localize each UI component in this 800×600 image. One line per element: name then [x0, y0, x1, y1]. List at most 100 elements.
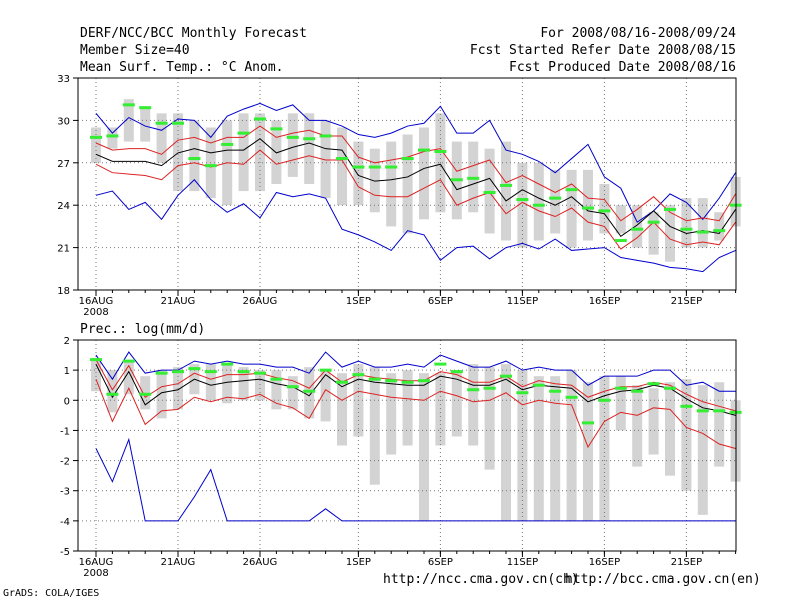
temp-spread-upper-line [95, 125, 737, 222]
prec-xtick-label-2: 26AUG [243, 557, 278, 568]
prec-box-12 [287, 376, 298, 410]
temp-member-mark-22 [450, 178, 463, 182]
prec-member-mark-10 [254, 371, 266, 375]
prec-box-3 [140, 376, 151, 410]
temp-box-16 [353, 141, 364, 206]
temp-member-mark-27 [532, 203, 545, 207]
temp-box-19 [402, 134, 413, 234]
prec-ytick-label-3: -2 [60, 457, 70, 468]
temp-ytick-label-3: 27 [57, 159, 70, 170]
prec-box-21 [435, 373, 446, 446]
temp-box-3 [140, 106, 151, 142]
temp-member-mark-29 [565, 188, 578, 192]
temp-box-38 [714, 212, 725, 241]
temp-mean-line [95, 138, 737, 237]
temp-year-label: 2008 [83, 307, 108, 318]
prec-member-mark-35 [664, 386, 676, 390]
prec-box-36 [681, 379, 692, 491]
prec-max-line [95, 351, 736, 392]
prec-box-26 [517, 370, 528, 521]
temp-member-mark-19 [401, 157, 414, 161]
temp-box-4 [156, 113, 167, 163]
prec-box-35 [665, 382, 675, 476]
temp-xtick-label-1: 21AUG [161, 296, 196, 307]
prec-box-28 [550, 376, 561, 521]
prec-member-mark-8 [221, 362, 234, 366]
bcc-link[interactable]: http://bcc.cma.gov.cn(en) [565, 572, 761, 587]
temp-box-12 [287, 113, 298, 177]
temp-box-33 [632, 205, 643, 248]
temp-box-32 [615, 205, 626, 234]
temp-box-27 [533, 162, 544, 241]
prec-box-24 [484, 367, 495, 470]
forecast-produced-date: Fcst Produced Date 2008/08/16 [509, 60, 736, 75]
prec-member-mark-24 [483, 386, 496, 390]
temp-member-mark-16 [352, 165, 365, 169]
temp-member-mark-13 [303, 137, 316, 141]
prec-box-15 [337, 373, 347, 446]
temp-member-mark-2 [122, 103, 135, 107]
prec-box-19 [402, 370, 413, 446]
prec-member-mark-25 [500, 374, 512, 378]
prec-member-mark-28 [549, 389, 562, 393]
prec-box-32 [615, 376, 626, 431]
temp-member-mark-30 [582, 206, 594, 210]
temp-xtick-label-0: 16AUG [79, 296, 114, 307]
prec-xtick-label-4: 6SEP [428, 557, 453, 568]
prec-box-0 [91, 358, 101, 392]
temp-box-35 [665, 205, 675, 262]
prec-member-mark-29 [565, 395, 578, 399]
temp-ytick-label-2: 24 [57, 201, 70, 212]
ncc-link[interactable]: http://ncc.cma.gov.cn(ch) [383, 572, 579, 587]
temp-box-34 [648, 212, 659, 255]
temp-frame [77, 77, 737, 291]
chart-title: DERF/NCC/BCC Monthly Forecast [80, 26, 307, 41]
prec-member-mark-22 [450, 370, 463, 374]
temp-member-mark-31 [598, 209, 611, 213]
temp-member-mark-32 [614, 239, 627, 243]
temp-box-28 [550, 169, 561, 234]
prec-box-18 [386, 373, 397, 455]
temp-box-31 [599, 184, 610, 234]
grads-credit: GrADS: COLA/IGES [3, 588, 100, 599]
prec-xtick-label-0: 16AUG [79, 557, 114, 568]
prec-xtick-label-3: 1SEP [346, 557, 371, 568]
prec-member-mark-30 [582, 421, 594, 425]
prec-member-mark-27 [532, 383, 545, 387]
prec-box-1 [107, 370, 118, 413]
temp-xtick-label-3: 1SEP [346, 296, 371, 307]
prec-member-mark-19 [401, 380, 414, 384]
prec-member-mark-23 [467, 388, 480, 392]
prec-box-2 [123, 361, 134, 395]
temp-member-mark-11 [270, 127, 283, 131]
prec-member-mark-17 [368, 377, 381, 381]
prec-box-8 [222, 364, 233, 404]
prec-member-mark-36 [680, 404, 693, 408]
temp-box-20 [419, 127, 429, 220]
temp-member-mark-7 [204, 164, 217, 168]
temp-box-9 [238, 113, 249, 192]
prec-member-mark-26 [516, 391, 529, 395]
temp-box-15 [337, 127, 347, 206]
temp-box-10 [255, 113, 265, 192]
prec-member-mark-18 [385, 379, 398, 383]
prec-box-23 [468, 364, 479, 446]
temp-box-18 [386, 141, 397, 227]
temp-member-mark-38 [713, 229, 726, 233]
prec-member-mark-32 [614, 386, 627, 390]
temp-member-mark-10 [254, 117, 266, 121]
prec-member-mark-20 [418, 379, 430, 383]
temp-member-mark-8 [221, 142, 234, 146]
temp-spread-lower-line [95, 149, 737, 250]
prec-spread-lower-line [95, 379, 736, 449]
prec-frame [77, 339, 737, 552]
prec-xtick-label-1: 21AUG [161, 557, 196, 568]
prec-member-mark-13 [303, 389, 316, 393]
temp-member-mark-33 [631, 227, 644, 231]
prec-panel: -5 -4 -3 -2 -1 0 1 2 16AUG 21AUG 26AUG 1SEP 6SEP 11SE… [60, 322, 742, 579]
temp-xtick-label-5: 11SEP [507, 296, 538, 307]
prec-panel-title: Prec.: log(mm/d) [80, 322, 205, 337]
member-size-label: Member Size=40 [80, 43, 190, 58]
temp-member-mark-24 [483, 190, 496, 194]
temp-box-2 [123, 99, 134, 142]
